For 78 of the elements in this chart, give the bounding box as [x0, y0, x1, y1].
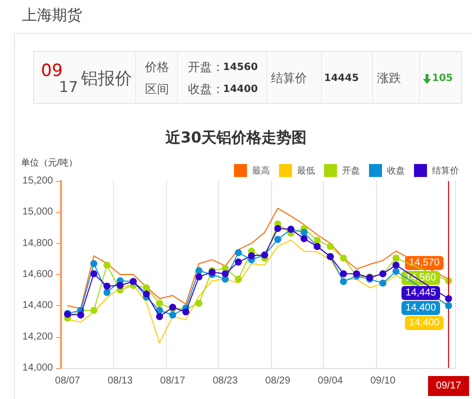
chart-title: 近30天铝价格走势图	[164, 128, 306, 146]
y-tick-label: 14,400	[22, 300, 54, 312]
text: 结算价	[271, 71, 307, 85]
text: 收盘：	[188, 82, 224, 96]
point	[195, 300, 202, 307]
x-tick-label: 09/10	[370, 376, 396, 386]
point	[392, 268, 400, 275]
point	[340, 270, 347, 278]
point	[314, 236, 321, 244]
y-tick-label: 14,200	[22, 331, 54, 342]
text: 14445	[324, 73, 359, 84]
point	[222, 270, 229, 278]
legend-label: 收盘	[387, 166, 405, 176]
point	[274, 236, 282, 243]
text: 上海期货	[22, 6, 82, 25]
text: 价格	[145, 60, 169, 74]
y-tick-label: 14,800	[22, 238, 54, 249]
data-label: 14,570	[408, 258, 440, 268]
text: 14400	[223, 84, 258, 95]
y-tick-label: 14,600	[22, 269, 54, 280]
x-tick-label: 08/07	[55, 376, 81, 386]
text: 开盘：	[188, 60, 224, 74]
data-label: 14,400	[405, 302, 436, 314]
point	[169, 312, 176, 319]
point	[182, 308, 190, 316]
point	[195, 267, 202, 274]
y-axis-title: 单位（元/吨）	[21, 158, 78, 168]
point	[234, 258, 242, 266]
legend-label: 最高	[252, 166, 270, 176]
point	[90, 270, 98, 278]
point	[90, 260, 98, 268]
point	[90, 306, 98, 314]
point	[445, 295, 452, 302]
point	[392, 254, 400, 262]
point	[156, 313, 164, 320]
point	[234, 276, 242, 283]
point	[340, 278, 347, 286]
point	[274, 225, 282, 232]
point	[248, 252, 255, 260]
text: 09	[41, 61, 63, 81]
data-label: 14,400	[408, 318, 440, 328]
point	[103, 262, 110, 269]
x-tick-label: 09/04	[318, 376, 344, 386]
text: 14560	[223, 62, 258, 73]
x-tick-label: 08/23	[212, 376, 238, 386]
text: 105	[432, 73, 453, 84]
point	[116, 282, 124, 289]
text: 涨跌	[377, 71, 401, 85]
text: 铝报价	[81, 69, 132, 89]
point	[392, 262, 400, 269]
point	[103, 288, 110, 296]
x-tick-label: 08/17	[160, 376, 186, 386]
point	[234, 249, 242, 256]
legend-label: 最低	[297, 166, 315, 176]
text: 17	[59, 78, 78, 96]
point	[142, 284, 150, 292]
point	[77, 312, 84, 319]
x-tick-label: 08/13	[108, 376, 134, 386]
data-label: 14,445	[405, 288, 436, 298]
point	[156, 300, 164, 307]
point	[326, 242, 334, 250]
point	[353, 270, 360, 278]
legend-label: 结算价	[432, 166, 459, 176]
x-tick-label: 09/17	[436, 380, 462, 392]
point	[142, 290, 150, 298]
point	[103, 282, 110, 290]
point	[300, 235, 308, 242]
y-tick-label: 14,000	[22, 362, 54, 374]
y-tick-label: 15,000	[22, 206, 54, 218]
legend-label: 开盘	[342, 166, 360, 176]
point	[195, 273, 202, 280]
point	[300, 228, 308, 236]
point	[340, 254, 347, 262]
y-tick-label: 15,200	[22, 176, 54, 186]
text: 区间	[145, 82, 169, 96]
x-tick-label: 08/29	[265, 376, 291, 386]
point	[379, 280, 386, 287]
point	[445, 302, 452, 310]
